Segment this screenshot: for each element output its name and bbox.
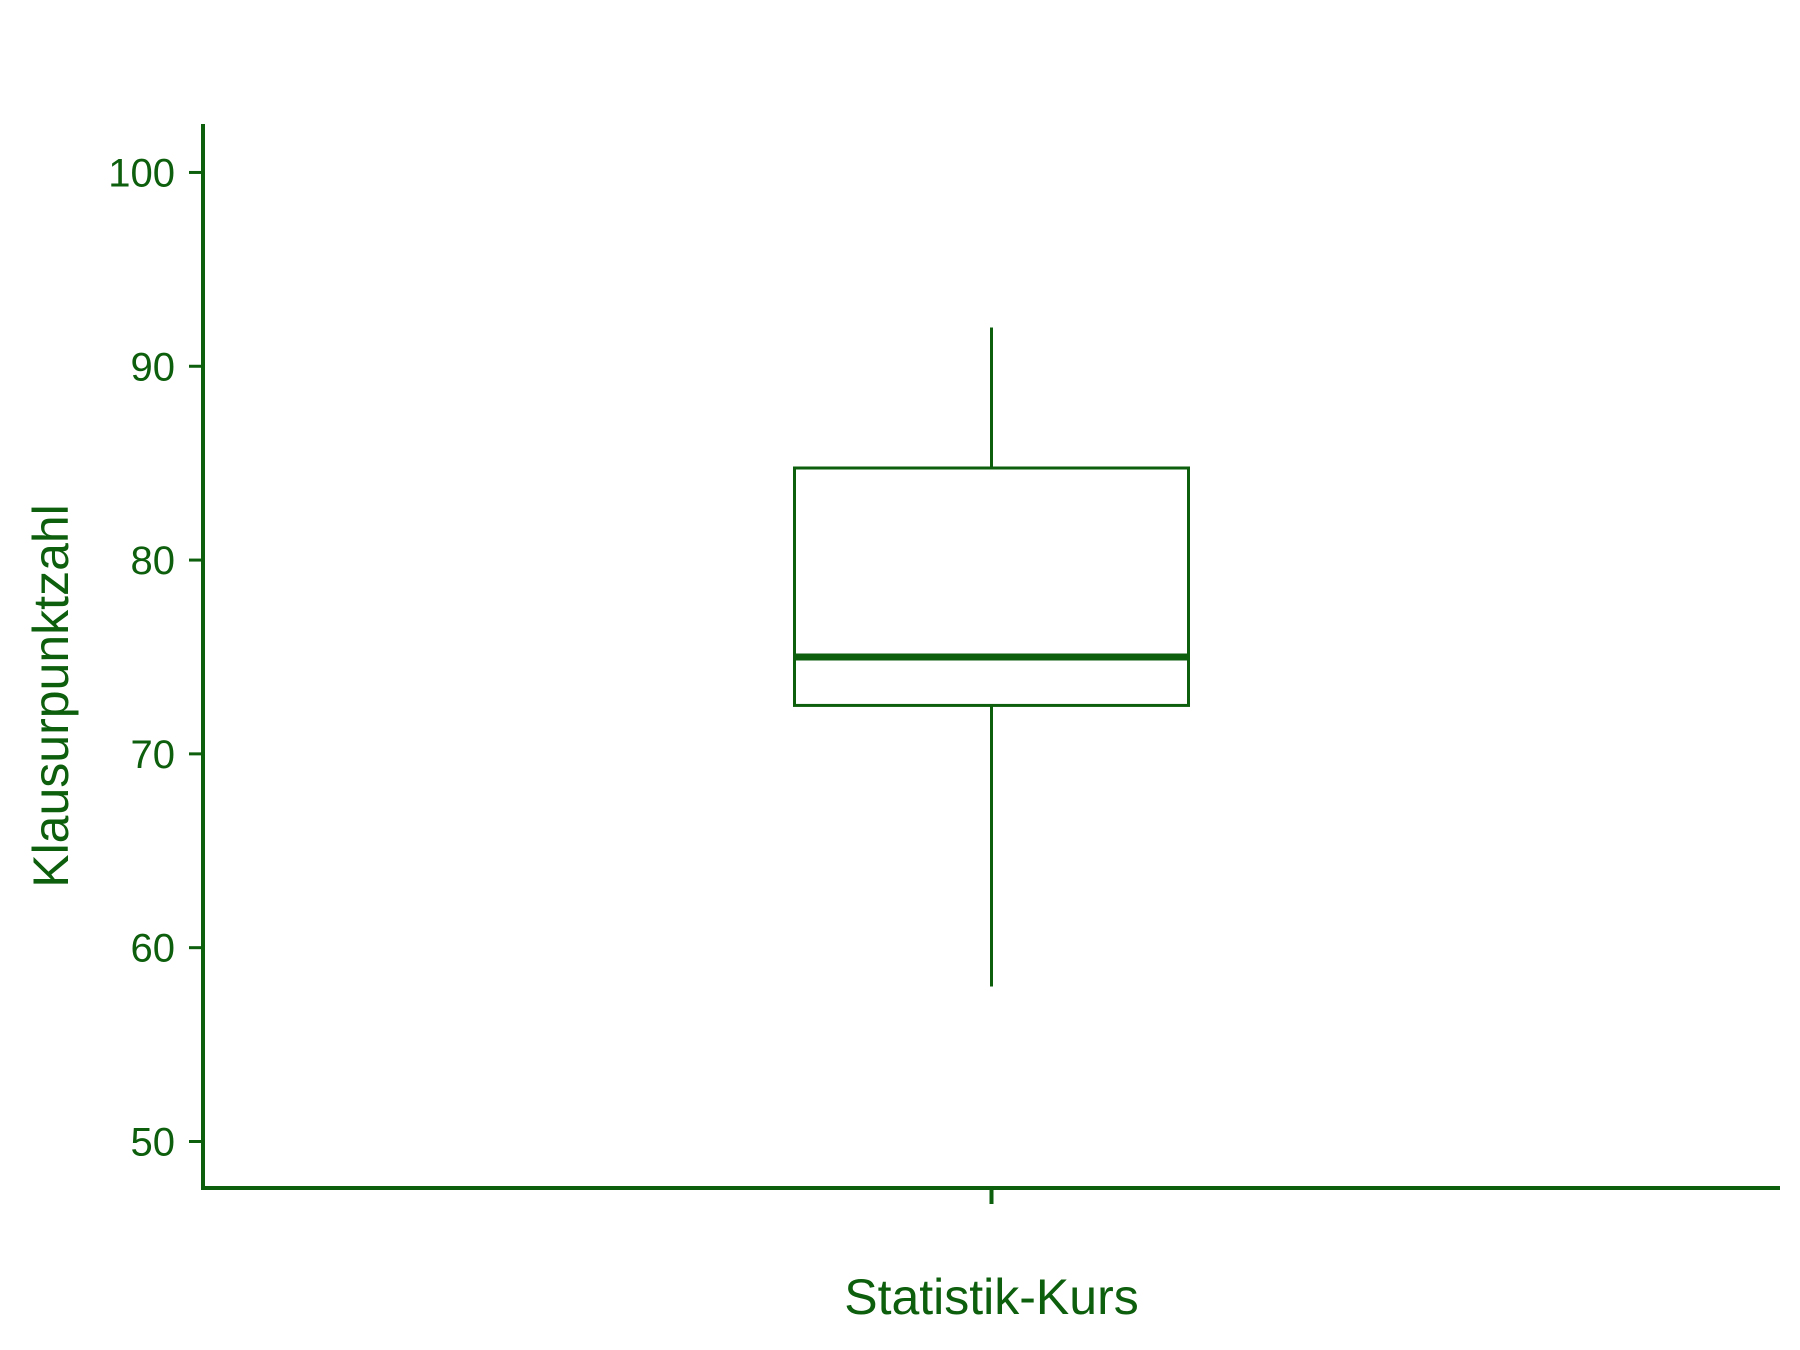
y-tick-label: 60 — [131, 927, 176, 971]
y-axis-ticks: 50 60 70 80 90 100 — [108, 151, 203, 1164]
boxes — [793, 327, 1190, 987]
x-axis-title: Statistik-Kurs — [844, 1269, 1139, 1325]
y-axis-title: Klausurpunktzahl — [23, 504, 79, 888]
y-tick-label: 50 — [131, 1120, 176, 1164]
y-tick-label: 100 — [108, 151, 175, 195]
y-tick-label: 70 — [131, 733, 176, 777]
y-tick-label: 90 — [131, 345, 176, 389]
y-tick-label: 80 — [131, 539, 176, 583]
iqr-box — [793, 466, 1190, 707]
